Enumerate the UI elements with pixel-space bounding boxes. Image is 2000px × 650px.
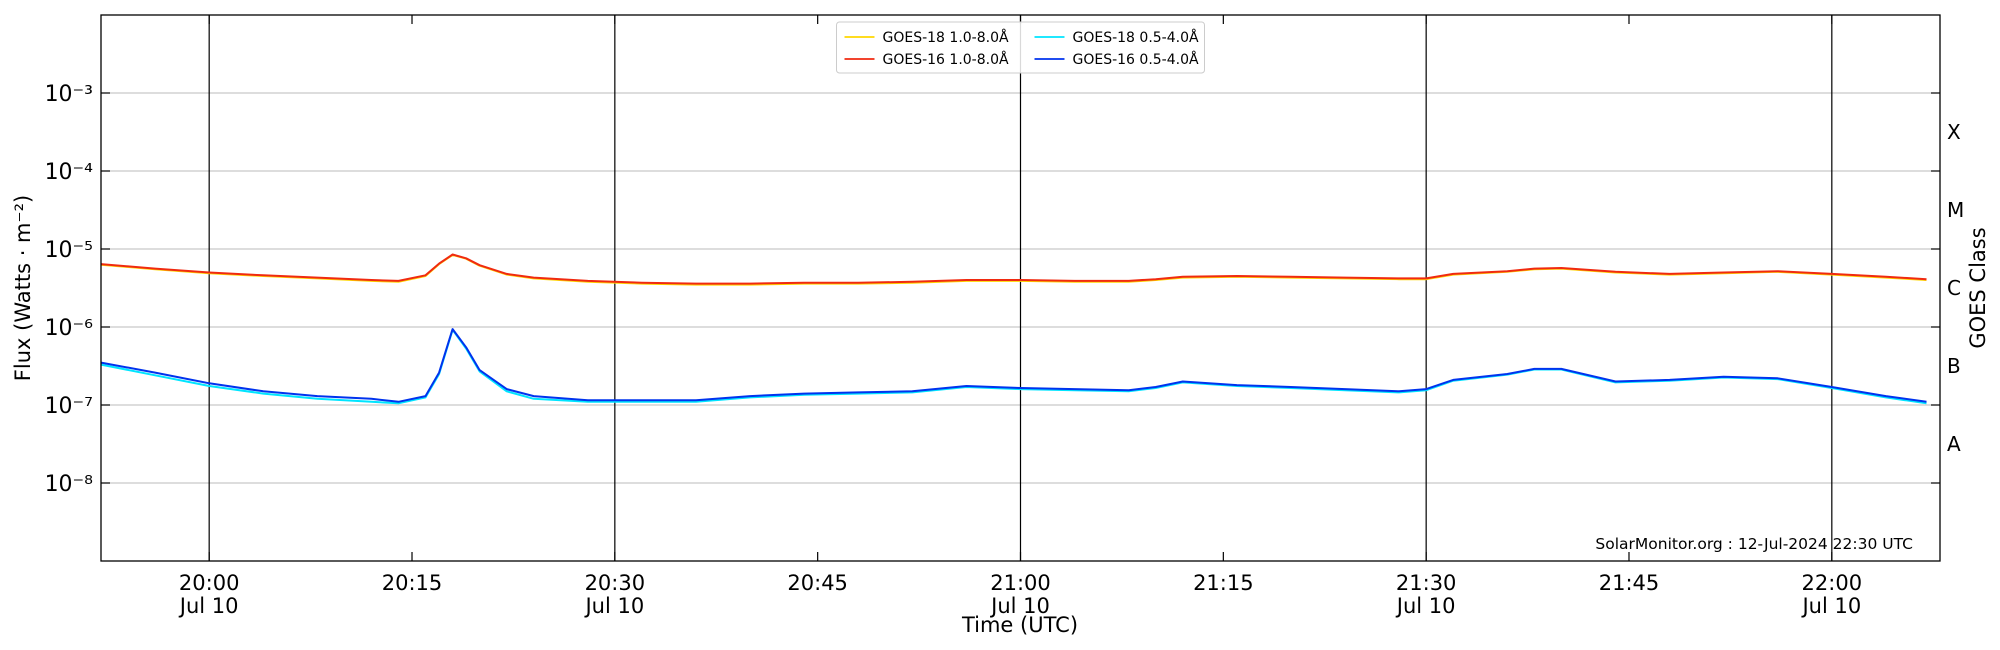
x-tick-label: 21:30: [1396, 571, 1457, 595]
x-tick-label: 21:00: [990, 571, 1051, 595]
y2-tick-label: C: [1947, 276, 1961, 300]
x-tick-label: 22:00: [1802, 571, 1863, 595]
y2-tick-label: M: [1947, 198, 1964, 222]
annotation: SolarMonitor.org : 12-Jul-2024 22:30 UTC: [1595, 535, 1913, 553]
series-line: [100, 328, 1927, 403]
y2-axis-label: GOES Class: [1966, 227, 1990, 348]
x-tick-label: Jul 10: [178, 594, 239, 618]
y-tick-label: 10⁻⁸: [45, 472, 94, 497]
x-tick-label: Jul 10: [1800, 594, 1861, 618]
series-line: [100, 328, 1927, 405]
legend-label: GOES-16 0.5-4.0Å: [1073, 51, 1199, 68]
x-tick-label: 20:00: [179, 571, 240, 595]
y2-tick-label: A: [1947, 432, 1961, 456]
legend: GOES-18 1.0-8.0Å GOES-16 1.0-8.0Å GOES-18 …: [836, 21, 1205, 74]
y-tick-label: 10⁻³: [45, 82, 93, 107]
legend-box: [836, 21, 1205, 74]
x-tick-label: Jul 10: [1395, 594, 1456, 618]
y-tick-label: 10⁻⁷: [45, 394, 93, 419]
x-tick-label: 20:30: [585, 571, 646, 595]
plot-frame: [100, 14, 1941, 562]
series-line: [100, 253, 1927, 285]
legend-label: GOES-18 1.0-8.0Å: [883, 29, 1009, 46]
y2-tick-label: B: [1947, 354, 1961, 378]
x-tick-label: 20:15: [382, 571, 443, 595]
y-axis-label: Flux (Watts · m⁻²): [11, 195, 35, 381]
x-tick-label: 21:15: [1193, 571, 1254, 595]
legend-label: GOES-18 0.5-4.0Å: [1073, 29, 1199, 46]
legend-label: GOES-16 1.0-8.0Å: [883, 51, 1009, 68]
y2-tick-label: X: [1947, 120, 1961, 144]
x-tick-label: 21:45: [1599, 571, 1660, 595]
y-tick-label: 10⁻⁴: [45, 160, 94, 185]
x-tick-label: Jul 10: [989, 594, 1050, 618]
x-axis-label: Time (UTC): [961, 613, 1078, 637]
y-tick-label: 10⁻⁶: [45, 316, 94, 341]
x-tick-label: Jul 10: [583, 594, 644, 618]
x-tick-label: 20:45: [787, 571, 848, 595]
y-tick-label: 10⁻⁵: [45, 238, 93, 263]
